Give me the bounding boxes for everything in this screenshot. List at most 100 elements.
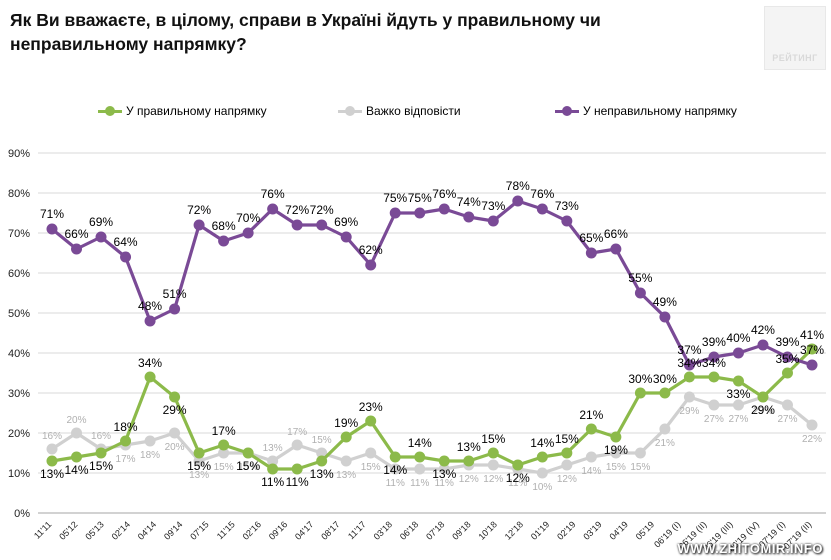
data-point <box>242 447 254 459</box>
y-tick-label: 10% <box>8 468 30 480</box>
x-tick-label: 09'18 <box>450 519 472 541</box>
data-point <box>708 399 720 411</box>
x-tick-label: 07'15 <box>188 519 210 541</box>
data-label: 49% <box>653 295 677 309</box>
legend-item-hard-to-say: Важко відповісти <box>338 104 461 118</box>
data-point <box>806 343 818 355</box>
data-label: 66% <box>604 227 628 241</box>
y-tick-label: 20% <box>8 428 30 440</box>
data-label: 13% <box>310 467 334 481</box>
data-point <box>242 227 254 239</box>
data-point <box>389 463 401 475</box>
data-label: 39% <box>775 335 799 349</box>
data-label: 41% <box>800 328 824 342</box>
data-label: 18% <box>140 450 160 461</box>
data-label: 13% <box>432 467 456 481</box>
data-point <box>46 223 58 235</box>
data-label: 17% <box>212 424 236 438</box>
data-label: 21% <box>579 408 603 422</box>
x-tick-label: 02'19 <box>555 519 577 541</box>
data-point <box>487 215 499 227</box>
series-2 <box>46 195 818 371</box>
y-tick-label: 60% <box>8 268 30 280</box>
data-label: 69% <box>334 215 358 229</box>
data-label: 27% <box>704 414 724 425</box>
legend-label-wrong-direction: У неправильному напрямку <box>583 104 737 118</box>
data-point <box>267 463 279 475</box>
rating-logo: РЕЙТИНГ <box>764 6 826 70</box>
data-point <box>218 235 230 247</box>
data-label: 15% <box>312 435 332 446</box>
x-tick-label: 02'16 <box>241 519 263 541</box>
data-point <box>389 451 401 463</box>
data-point <box>46 443 58 455</box>
logo-text: РЕЙТИНГ <box>772 53 818 63</box>
data-point <box>757 391 769 403</box>
x-tick-label: 08'17 <box>319 519 341 541</box>
data-point <box>659 311 671 323</box>
data-label: 12% <box>557 474 577 485</box>
x-tick-label: 11'11 <box>32 519 54 541</box>
data-point <box>683 391 695 403</box>
x-tick-label: 06'18 <box>398 519 420 541</box>
data-label: 37% <box>677 343 701 357</box>
legend-item-wrong-direction: У неправильному напрямку <box>555 104 737 118</box>
data-point <box>438 455 450 467</box>
x-tick-label: 05'12 <box>57 519 79 541</box>
data-point <box>71 427 83 439</box>
data-point <box>218 439 230 451</box>
data-point <box>169 391 181 403</box>
data-label: 15% <box>214 462 234 473</box>
chart-title: Як Ви вважаєте, в цілому, справи в Украї… <box>10 10 601 54</box>
data-label: 34% <box>138 356 162 370</box>
data-point <box>487 459 499 471</box>
data-point <box>120 251 132 263</box>
data-label: 11% <box>508 478 527 489</box>
site-watermark: WWW.ZHITOMIR.INFO <box>677 541 823 556</box>
data-label: 75% <box>383 191 407 205</box>
data-label: 15% <box>481 432 505 446</box>
data-label: 13% <box>457 440 481 454</box>
data-point <box>708 371 720 383</box>
data-point <box>512 459 524 471</box>
data-point <box>414 207 426 219</box>
data-point <box>536 203 548 215</box>
data-point <box>781 367 793 379</box>
data-point <box>708 351 720 363</box>
x-tick-label: 11'17 <box>346 519 368 541</box>
data-label: 72% <box>310 203 334 217</box>
data-labels: 16%20%16%17% 18%20%13%15% 15%13%17%15%13%1… <box>40 179 824 493</box>
legend-label-hard-to-say: Важко відповісти <box>366 104 461 118</box>
data-point <box>610 447 622 459</box>
data-label: 76% <box>261 187 285 201</box>
data-label: 34% <box>677 356 701 370</box>
data-point <box>316 455 328 467</box>
data-point <box>561 459 573 471</box>
data-label: 17% <box>287 427 307 438</box>
data-label: 71% <box>40 207 64 221</box>
data-point <box>144 315 156 327</box>
data-point <box>46 455 58 467</box>
legend-swatch-green-icon <box>98 105 122 117</box>
data-label: 73% <box>481 199 505 213</box>
data-point <box>267 455 279 467</box>
data-label: 34% <box>702 356 726 370</box>
legend-item-right-direction: У правильному напрямку <box>98 104 267 118</box>
data-label: 10% <box>532 482 552 493</box>
data-point <box>683 371 695 383</box>
data-label: 22% <box>802 434 822 445</box>
data-point <box>316 447 328 459</box>
data-label: 13% <box>189 470 209 481</box>
data-label: 15% <box>236 459 260 473</box>
data-label: 20% <box>165 442 185 453</box>
data-point <box>144 435 156 447</box>
data-point <box>291 463 303 475</box>
data-point <box>463 455 475 467</box>
series-line <box>51 395 814 475</box>
data-label: 69% <box>89 215 113 229</box>
y-tick-label: 70% <box>8 228 30 240</box>
data-label: 19% <box>604 443 628 457</box>
y-tick-label: 30% <box>8 388 30 400</box>
data-point <box>732 347 744 359</box>
data-label: 64% <box>114 235 138 249</box>
